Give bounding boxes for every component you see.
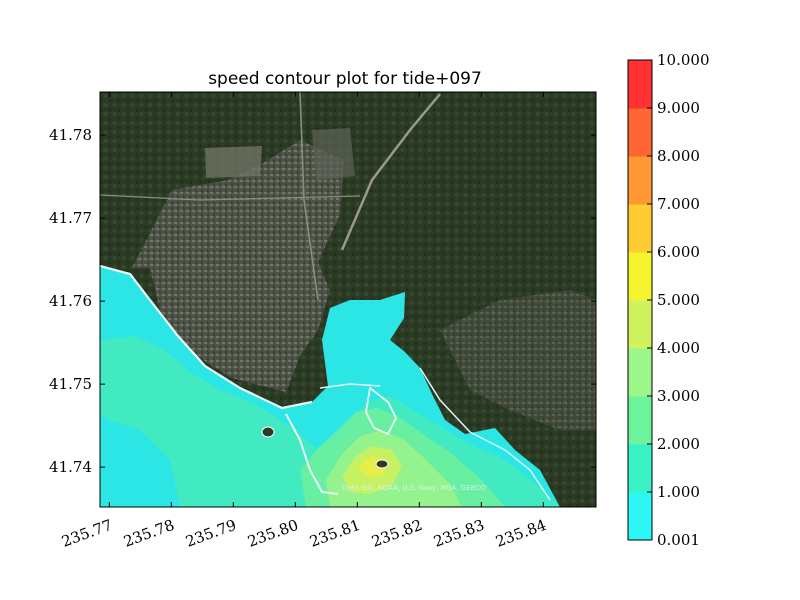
map-axes: Data SIO, NOAA, U.S. Navy, NGA, GEBCO [100, 92, 596, 507]
cross-road [100, 194, 361, 201]
x-tick-label: 235.80 [245, 516, 300, 551]
colorbar-label: 9.000 [657, 99, 700, 117]
colorbar-label: 3.000 [657, 387, 700, 405]
x-tick-label: 235.81 [307, 516, 362, 551]
colorbar-segment [628, 156, 652, 205]
colorbar-segment [628, 204, 652, 253]
rock-island [375, 459, 389, 469]
shoreline [100, 264, 313, 410]
colorbar-label: 7.000 [657, 195, 700, 213]
colorbar-label: 6.000 [657, 243, 700, 261]
x-tick-label: 235.79 [183, 516, 238, 551]
colorbar-label: 0.001 [657, 531, 700, 549]
x-tick-label: 235.78 [121, 516, 176, 551]
y-tick-label: 41.75 [49, 375, 92, 393]
colorbar-label: 1.000 [657, 483, 700, 501]
breakwater [319, 383, 381, 389]
harbor-basin [365, 386, 398, 436]
colorbar-label: 4.000 [657, 339, 700, 357]
highway [340, 93, 441, 251]
town-area [132, 140, 344, 392]
east-town-area [440, 290, 596, 430]
chart-title: speed contour plot for tide+097 [208, 69, 482, 89]
colorbar: 0.001 1.000 2.000 3.000 4.000 5.000 6.000 7.000… [627, 51, 710, 549]
rock-island [261, 426, 275, 438]
x-tick-label: 235.83 [431, 516, 486, 551]
x-tick-label: 235.82 [369, 516, 424, 551]
colorbar-segment [628, 396, 652, 445]
axes-frame [99, 91, 597, 508]
y-tick-label: 41.74 [49, 458, 92, 476]
district-area [312, 128, 355, 180]
x-tick-label: 235.84 [493, 516, 548, 551]
field-area [205, 146, 262, 178]
y-axis: 41.74 41.75 41.76 41.77 41.78 [49, 126, 596, 476]
basemap-attribution: Data SIO, NOAA, U.S. Navy, NGA, GEBCO [342, 484, 486, 492]
east-shoreline [419, 367, 551, 501]
colorbar-segment [628, 492, 652, 541]
colorbar-label: 2.000 [657, 435, 700, 453]
y-tick-label: 41.78 [49, 126, 92, 144]
jetty [285, 413, 339, 495]
colorbar-segment [628, 444, 652, 493]
y-tick-label: 41.76 [49, 292, 92, 310]
colorbar-segment [628, 108, 652, 157]
main-road [299, 92, 319, 301]
colorbar-label: 5.000 [657, 291, 700, 309]
colorbar-label: 8.000 [657, 147, 700, 165]
x-tick-label: 235.77 [59, 516, 114, 551]
colorbar-segment [628, 300, 652, 349]
colorbar-segment [628, 60, 652, 109]
colorbar-segment [628, 348, 652, 397]
colorbar-label: 10.000 [657, 51, 710, 69]
y-tick-label: 41.77 [49, 209, 92, 227]
colorbar-segment [628, 252, 652, 301]
